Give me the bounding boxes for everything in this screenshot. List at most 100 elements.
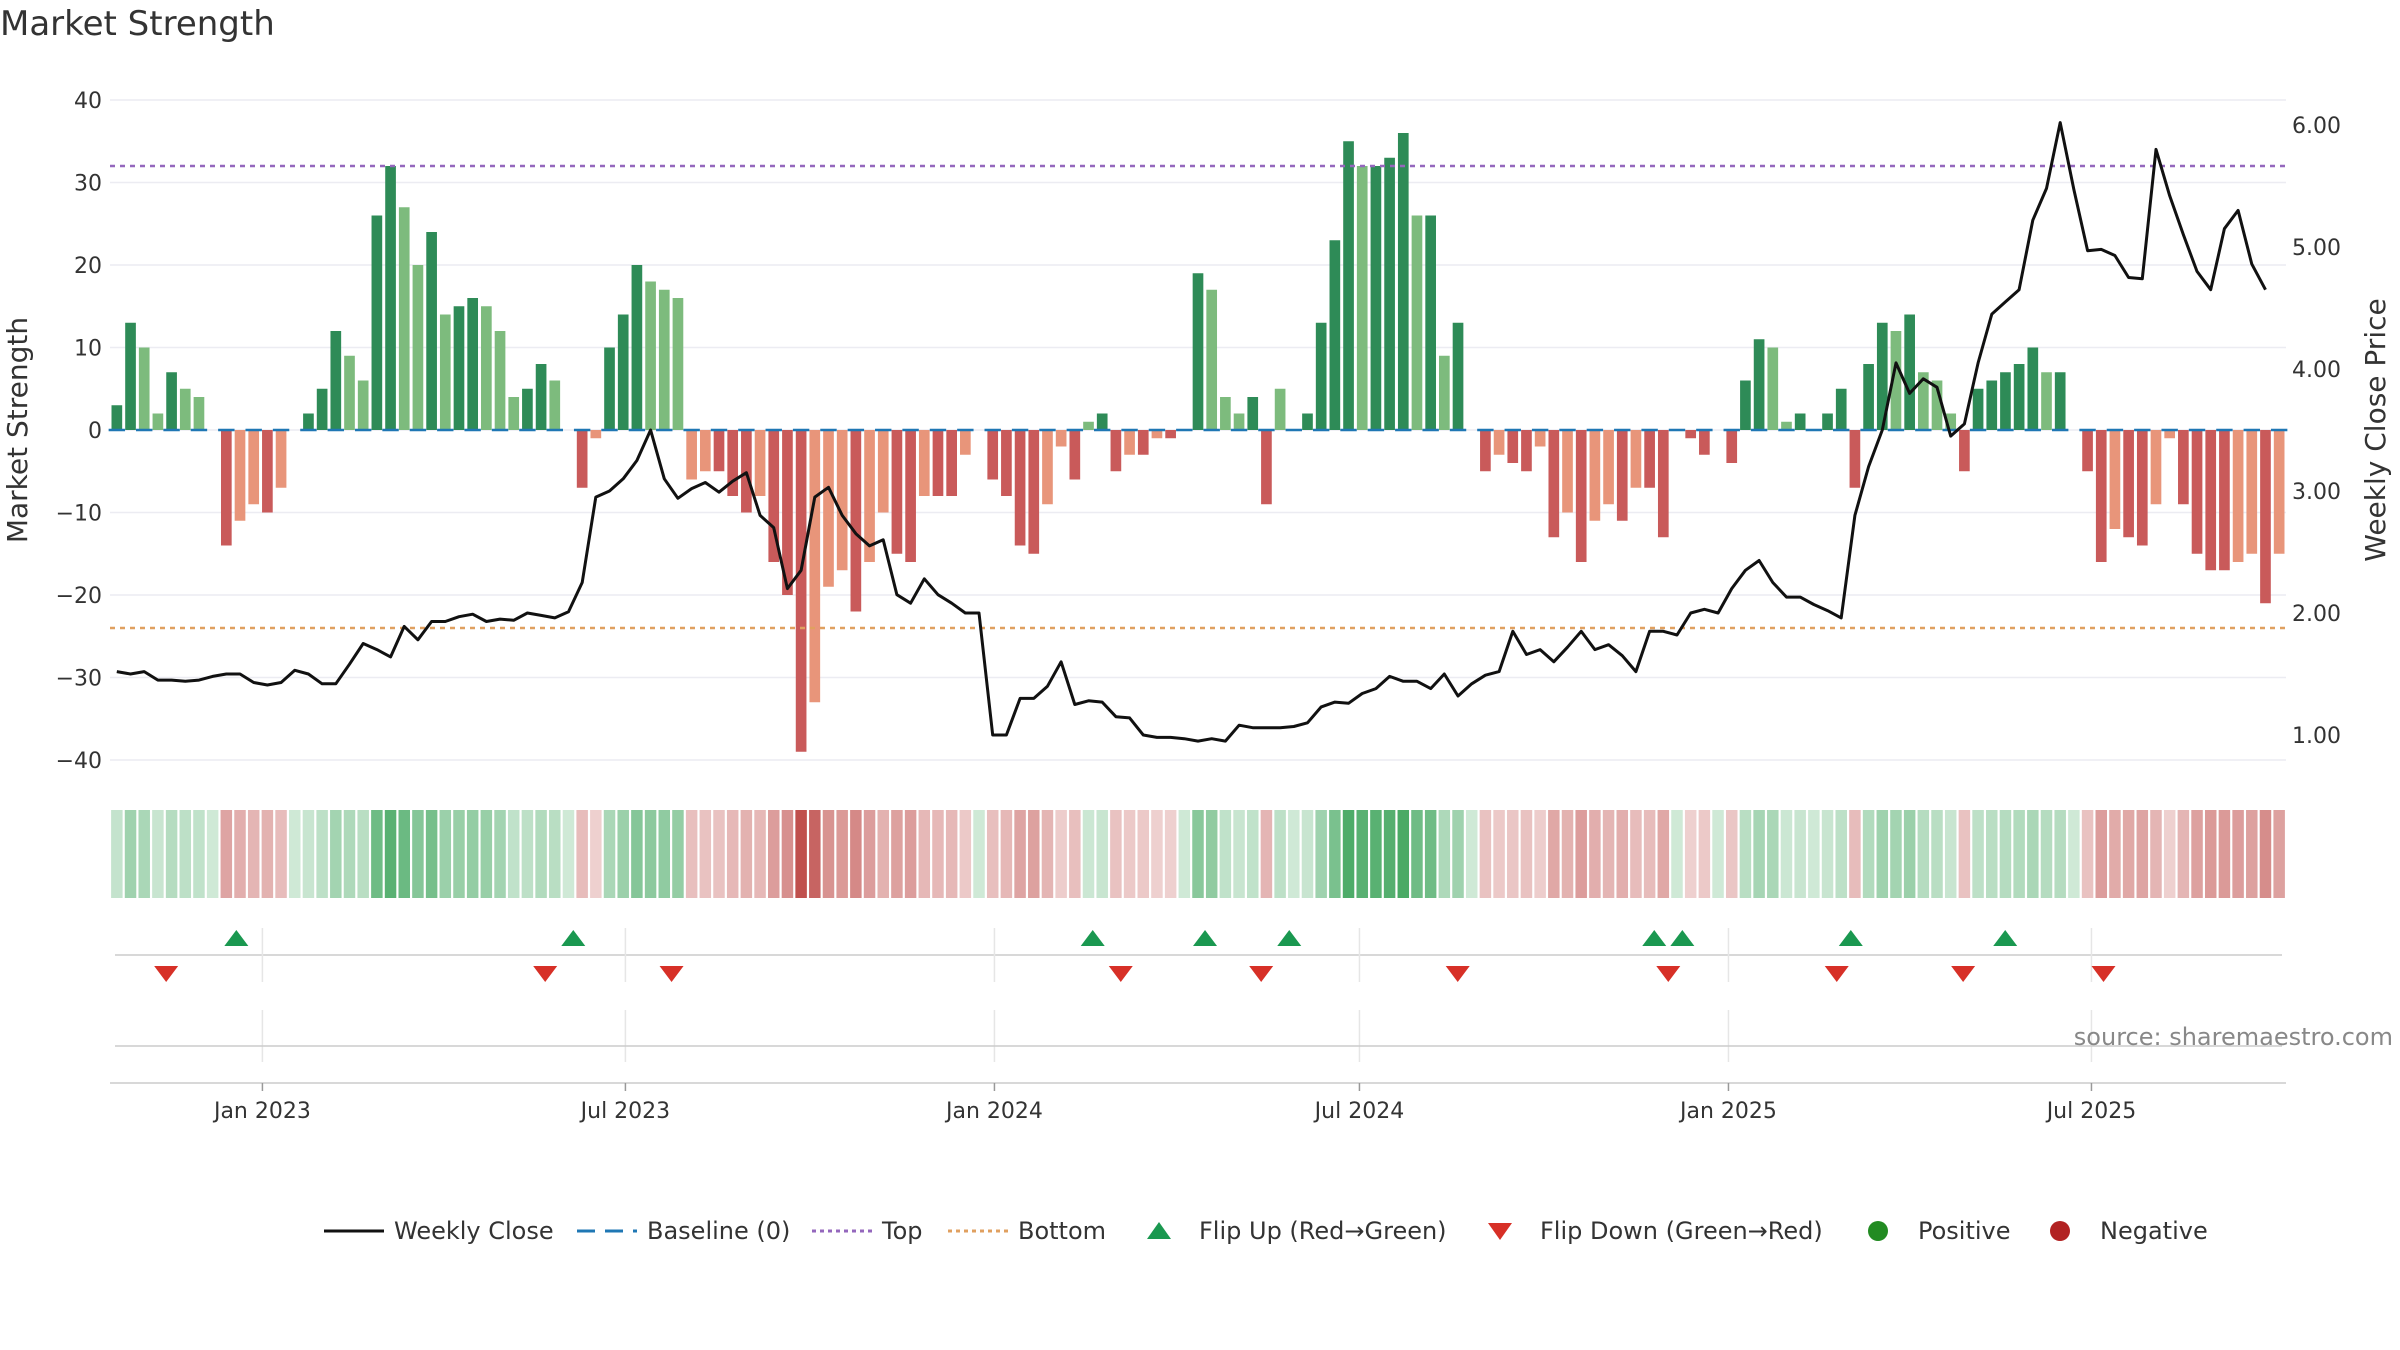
heat-cell <box>1219 810 1232 898</box>
heat-cell <box>289 810 301 898</box>
heat-cell <box>261 810 274 898</box>
strength-bar <box>631 265 643 430</box>
strength-bar <box>2178 430 2189 505</box>
source-label: source: sharemaestro.com <box>2074 1023 2393 1051</box>
y2-tick-label: 3.00 <box>2292 480 2341 505</box>
legend-label-close: Weekly Close <box>394 1217 554 1245</box>
heat-cell <box>1370 810 1382 898</box>
flip-markers-panel <box>115 928 2282 982</box>
heat-cell <box>1082 810 1095 898</box>
heat-cell <box>1849 810 1861 898</box>
strength-bar <box>344 355 355 430</box>
heat-cell <box>1014 810 1026 898</box>
strength-bar <box>1726 430 1738 463</box>
strength-bar <box>836 430 848 571</box>
legend-label-flip_down: Flip Down (Green→Red) <box>1540 1217 1823 1245</box>
heat-cell <box>918 810 931 898</box>
legend-label-flip_up: Flip Up (Red→Green) <box>1199 1217 1447 1245</box>
heat-cell <box>2204 810 2217 898</box>
heat-cell <box>1534 810 1546 898</box>
strength-bar <box>1630 430 1642 488</box>
heat-cell <box>891 810 903 898</box>
heat-cell <box>1288 810 1300 898</box>
strength-bar <box>1329 240 1341 430</box>
heat-cell <box>1575 810 1587 898</box>
strength-bar <box>1096 413 1108 430</box>
bottom-panel: source: sharemaestro.com <box>115 1010 2393 1062</box>
strength-bar <box>1356 166 1368 430</box>
heat-cell <box>1589 810 1601 898</box>
heat-cell <box>1110 810 1122 898</box>
flip-down-marker <box>154 966 179 982</box>
heat-cell <box>1000 810 1013 898</box>
strength-bar <box>1274 388 1286 430</box>
heat-cell <box>330 810 342 898</box>
strength-bar <box>481 306 492 430</box>
strength-bar <box>713 430 725 472</box>
heat-cell <box>1164 810 1177 898</box>
flip-up-marker <box>1080 930 1105 946</box>
strength-bar <box>1206 289 1218 430</box>
strength-bar <box>2191 430 2203 554</box>
strength-bar <box>1370 166 1382 430</box>
strength-bar <box>1945 413 1957 430</box>
y-tick-label: 10 <box>74 337 102 362</box>
flip-down-marker <box>1108 966 1133 982</box>
heat-cell <box>1931 810 1943 898</box>
heat-cell <box>371 810 383 898</box>
heat-cell <box>1643 810 1656 898</box>
strength-bar <box>1616 430 1628 521</box>
flip-down-marker <box>1445 966 1470 982</box>
heat-cell <box>302 810 315 898</box>
strength-bar <box>2095 430 2107 562</box>
strength-bar <box>1261 430 1272 505</box>
strength-bar <box>2123 430 2134 538</box>
heat-cell <box>1178 810 1191 898</box>
heat-cell <box>1835 810 1847 898</box>
heat-cell <box>877 810 889 898</box>
strength-bar <box>1302 413 1313 430</box>
heat-cell <box>2232 810 2244 898</box>
strength-bar <box>1548 430 1560 538</box>
strength-bar <box>960 430 971 455</box>
heat-cell <box>1862 810 1875 898</box>
heat-cell <box>2150 810 2162 898</box>
strength-heat-strip <box>111 810 2285 898</box>
heat-cell <box>357 810 369 898</box>
heat-cell <box>1520 810 1533 898</box>
heat-cell <box>2246 810 2258 898</box>
heat-cell <box>1055 810 1067 898</box>
strength-bar <box>2041 372 2052 430</box>
legend-label-top: Top <box>881 1217 923 1245</box>
strength-bar <box>439 314 451 430</box>
heat-cell <box>1958 810 1971 898</box>
strength-bar <box>946 430 957 496</box>
heat-cell <box>2054 810 2066 898</box>
heat-cell <box>1657 810 1670 898</box>
strength-bar <box>1055 430 1067 447</box>
strength-bar <box>987 430 999 480</box>
strength-bar <box>686 430 697 480</box>
strength-bar <box>275 430 287 488</box>
strength-bar <box>1657 430 1669 538</box>
strength-bar <box>1397 133 1409 430</box>
heat-cell <box>1329 810 1341 898</box>
flip-up-marker <box>224 930 249 946</box>
legend: Weekly Close Baseline (0) Top Bottom Flip Up… <box>324 1217 2208 1245</box>
strength-bar <box>905 430 916 562</box>
y2-tick-label: 2.00 <box>2292 602 2341 627</box>
heat-cell <box>165 810 178 898</box>
heat-cell <box>1137 810 1150 898</box>
strength-bar <box>179 388 191 430</box>
strength-bar <box>850 430 862 612</box>
heat-cell <box>1725 810 1738 898</box>
strength-bar <box>1411 215 1423 430</box>
heat-cell <box>1808 810 1820 898</box>
heat-cell <box>507 810 520 898</box>
heat-cell <box>809 810 821 898</box>
heat-cell <box>726 810 739 898</box>
heat-cell <box>152 810 164 898</box>
strength-bar <box>1452 322 1464 430</box>
heat-cell <box>1151 810 1163 898</box>
heat-cell <box>754 810 766 898</box>
